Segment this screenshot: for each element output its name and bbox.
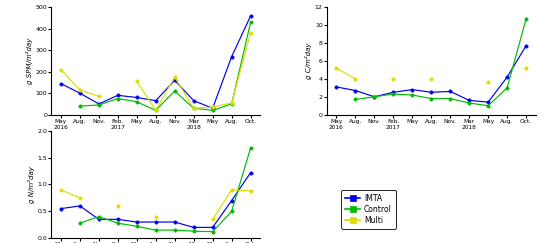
- Control: [77, 105, 83, 108]
- Control: [228, 103, 235, 105]
- Control: [247, 21, 254, 24]
- IMTA: [190, 99, 197, 102]
- Line: IMTA: IMTA: [59, 14, 252, 110]
- Multi: [96, 95, 102, 98]
- Multi: [209, 106, 216, 109]
- IMTA: [58, 82, 64, 85]
- Multi: [153, 109, 159, 112]
- Y-axis label: g C/m²day: g C/m²day: [305, 43, 312, 79]
- IMTA: [134, 96, 140, 99]
- IMTA: [209, 107, 216, 110]
- Control: [190, 107, 197, 110]
- IMTA: [247, 14, 254, 17]
- Multi: [134, 80, 140, 83]
- Control: [209, 109, 216, 112]
- Multi: [190, 107, 197, 110]
- Y-axis label: g SPM/m²day: g SPM/m²day: [26, 38, 32, 84]
- Control: [171, 90, 178, 93]
- IMTA: [115, 94, 121, 97]
- IMTA: [228, 55, 235, 58]
- Multi: [247, 32, 254, 35]
- IMTA: [171, 79, 178, 82]
- Line: Multi: Multi: [59, 31, 252, 112]
- IMTA: [77, 92, 83, 95]
- IMTA: [96, 103, 102, 105]
- Multi: [171, 76, 178, 78]
- IMTA: [153, 99, 159, 102]
- Control: [153, 109, 159, 112]
- Multi: [228, 101, 235, 104]
- Line: Control: Control: [78, 21, 252, 112]
- Multi: [58, 68, 64, 71]
- Control: [134, 100, 140, 103]
- Control: [96, 104, 102, 106]
- Control: [115, 97, 121, 100]
- Y-axis label: g N/m²day: g N/m²day: [28, 166, 35, 203]
- Multi: [77, 88, 83, 91]
- Legend: IMTA, Control, Multi: IMTA, Control, Multi: [341, 190, 396, 229]
